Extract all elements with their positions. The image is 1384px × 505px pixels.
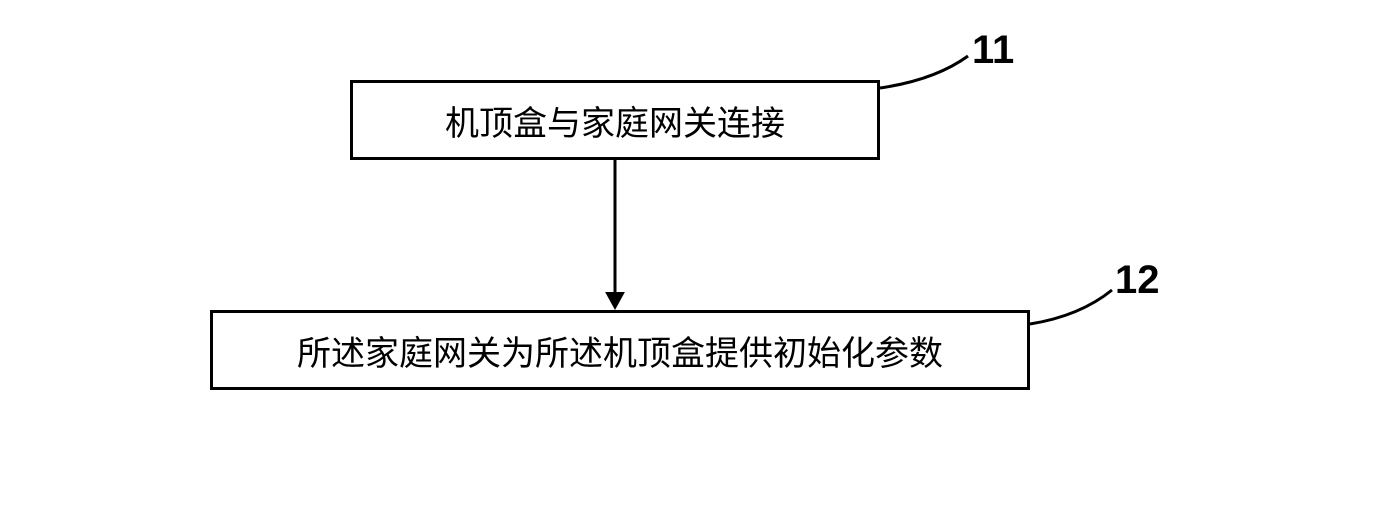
- flowchart-canvas: 机顶盒与家庭网关连接 所述家庭网关为所述机顶盒提供初始化参数 11 12: [0, 0, 1384, 505]
- flowchart-leader-12: [0, 0, 1384, 505]
- flowchart-leader-12-path: [1030, 290, 1112, 324]
